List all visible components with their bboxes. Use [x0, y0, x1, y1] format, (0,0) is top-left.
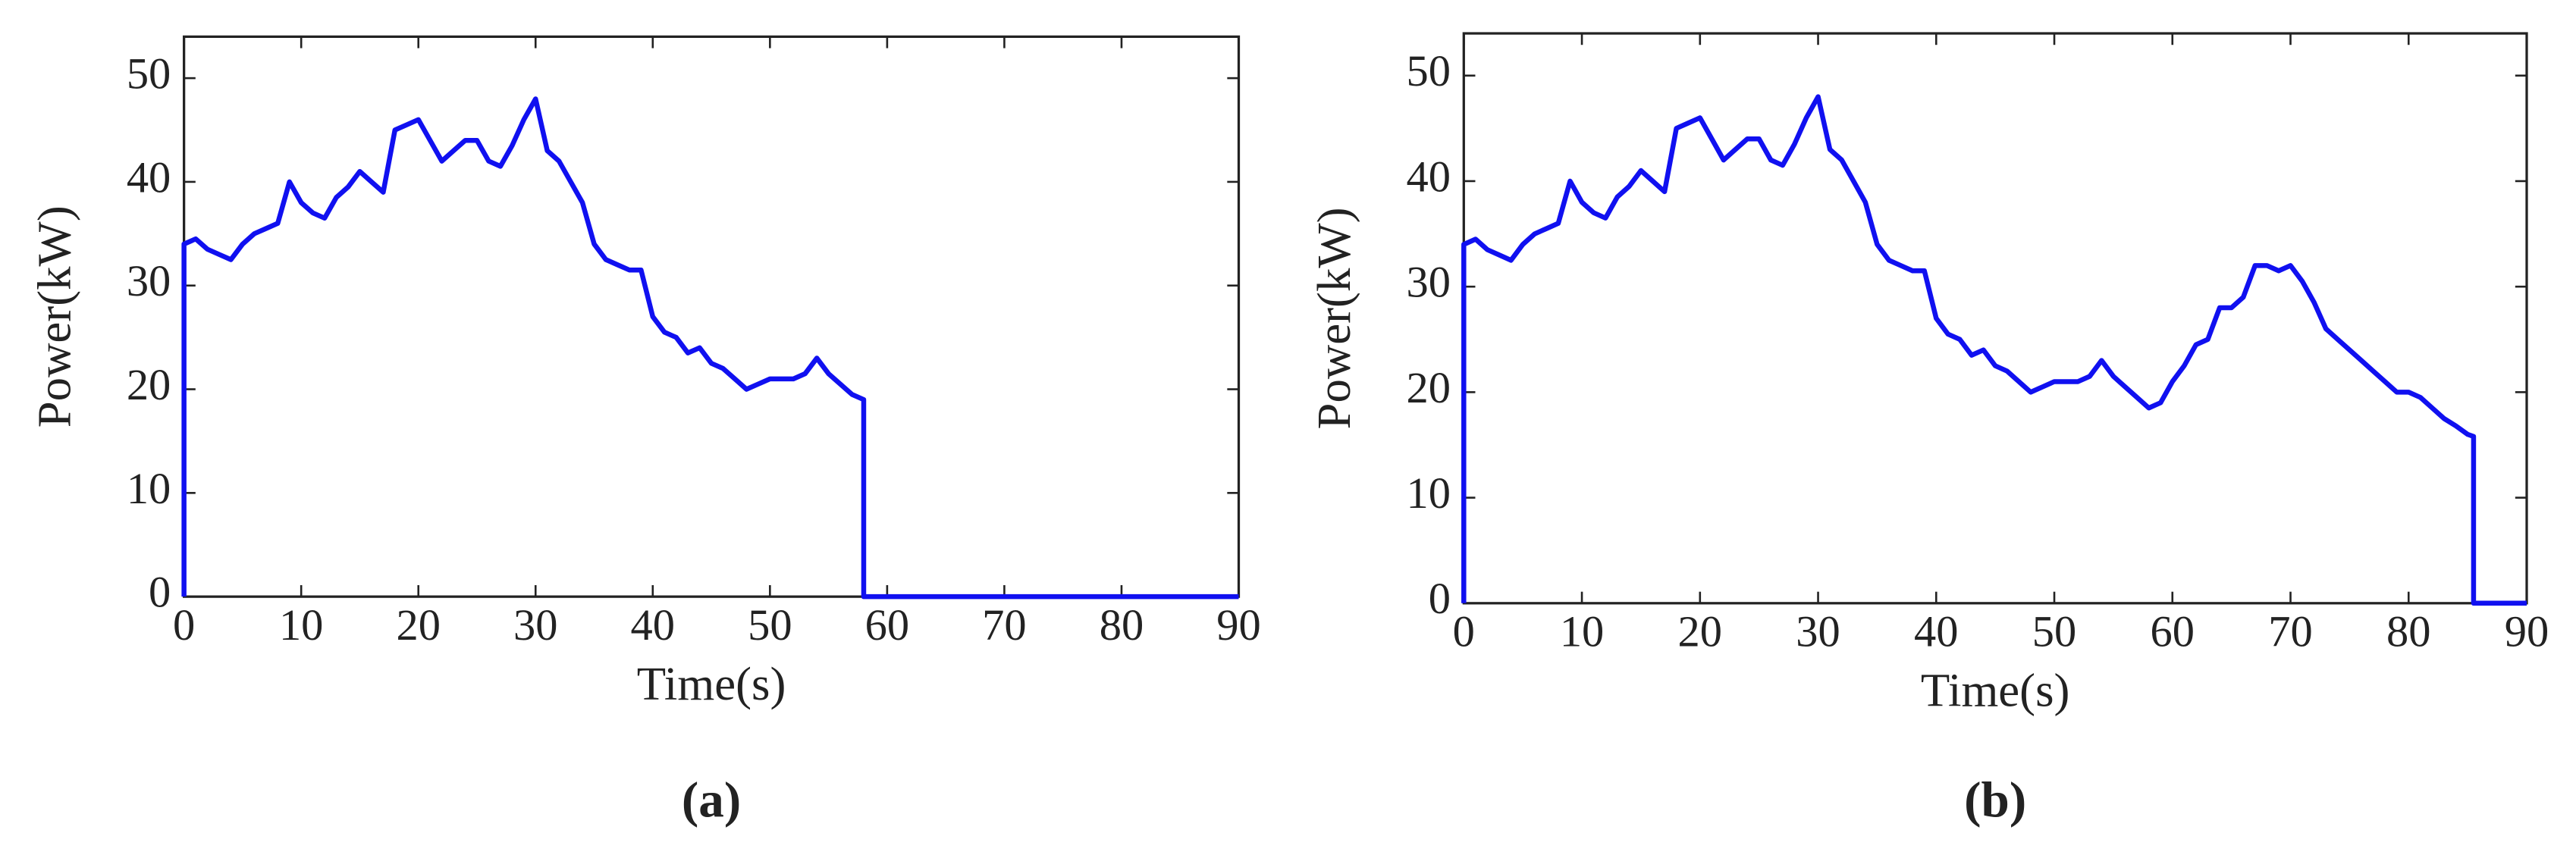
x-tick-label: 30 [513, 600, 557, 650]
y-tick-label: 30 [1406, 258, 1450, 307]
y-tick-label: 40 [127, 152, 171, 202]
x-tick-label: 40 [631, 600, 675, 650]
x-tick-label: 0 [1453, 607, 1475, 656]
y-tick-label: 50 [127, 49, 171, 99]
y-tick-label: 50 [1406, 46, 1450, 96]
x-tick-label: 20 [396, 600, 440, 650]
x-tick-label: 10 [279, 600, 323, 650]
y-tick-label: 10 [1406, 468, 1450, 518]
x-axis-label: Time(s) [1921, 664, 2070, 717]
x-tick-label: 60 [865, 600, 909, 650]
y-tick-label: 0 [149, 568, 171, 617]
plot-frame [183, 35, 1241, 598]
x-tick-label: 90 [2505, 607, 2549, 656]
plot-frame [1462, 32, 2528, 605]
x-tick-label: 20 [1678, 607, 1722, 656]
x-tick-label: 30 [1796, 607, 1840, 656]
x-tick-label: 80 [2386, 607, 2430, 656]
power-line [181, 96, 1239, 600]
y-tick-label: 40 [1406, 152, 1450, 201]
x-axis-label: Time(s) [637, 657, 786, 710]
x-tick-label: 40 [1914, 607, 1958, 656]
x-tick-label: 90 [1216, 600, 1260, 650]
y-tick-label: 30 [127, 256, 171, 305]
y-tick-label: 20 [127, 360, 171, 409]
x-tick-label: 70 [2268, 607, 2312, 656]
x-tick-label: 60 [2151, 607, 2195, 656]
x-tick-label: 80 [1100, 600, 1144, 650]
power-line [1461, 94, 2527, 606]
x-tick-label: 50 [2032, 607, 2076, 656]
y-axis-label: Power(kW) [1307, 207, 1360, 429]
x-tick-label: 0 [173, 600, 195, 650]
y-tick-label: 10 [127, 464, 171, 513]
x-tick-label: 10 [1560, 607, 1604, 656]
caption: (b) [1964, 772, 2026, 828]
y-axis-label: Power(kW) [27, 205, 80, 428]
x-tick-label: 70 [982, 600, 1026, 650]
y-tick-label: 20 [1406, 363, 1450, 412]
x-tick-label: 50 [748, 600, 792, 650]
y-tick-label: 0 [1429, 574, 1451, 623]
caption: (a) [682, 772, 741, 828]
